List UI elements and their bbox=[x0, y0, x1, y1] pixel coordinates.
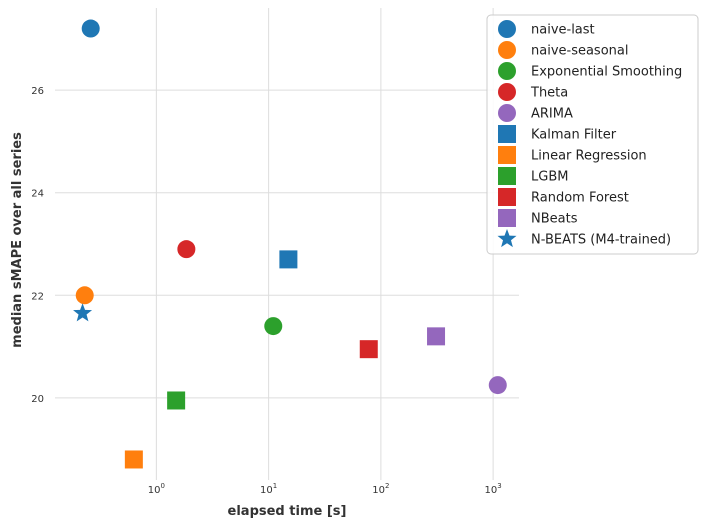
legend-entry: NBeats bbox=[531, 212, 578, 227]
x-tick-labels: 100 101 102 103 bbox=[148, 482, 502, 496]
legend-marker bbox=[498, 188, 516, 206]
data-point bbox=[488, 376, 507, 395]
y-tick-labels: 20 22 24 26 bbox=[31, 86, 44, 405]
data-point bbox=[177, 240, 196, 259]
data-point bbox=[359, 340, 378, 359]
data-point bbox=[73, 303, 93, 322]
x-axis-label: elapsed time [s] bbox=[228, 504, 347, 519]
legend-entry: Exponential Smoothing bbox=[531, 65, 682, 80]
data-point bbox=[75, 286, 94, 305]
data-point bbox=[264, 317, 283, 336]
legend-marker bbox=[498, 104, 516, 122]
legend-entry: Random Forest bbox=[531, 191, 629, 206]
data-point bbox=[427, 327, 446, 346]
legend-marker bbox=[498, 209, 516, 227]
legend-marker bbox=[498, 83, 516, 101]
x-tick-label: 101 bbox=[260, 482, 277, 496]
legend-marker bbox=[497, 229, 517, 248]
legend-frame bbox=[486, 14, 699, 255]
legend-entry: Kalman Filter bbox=[531, 128, 617, 143]
legend-marker bbox=[498, 41, 516, 59]
data-point bbox=[167, 391, 186, 410]
y-tick-label: 22 bbox=[31, 291, 44, 302]
legend-entry: naive-seasonal bbox=[531, 44, 628, 59]
legend-entry: LGBM bbox=[531, 170, 568, 185]
y-tick-label: 24 bbox=[31, 189, 44, 200]
legend-marker bbox=[498, 167, 516, 185]
legend-marker bbox=[498, 146, 516, 164]
data-point bbox=[124, 450, 143, 469]
legend-entry: Theta bbox=[530, 86, 568, 101]
legend-entry: naive-last bbox=[531, 23, 595, 38]
y-tick-label: 26 bbox=[31, 86, 44, 97]
legend-marker bbox=[498, 125, 516, 143]
legend-entry: Linear Regression bbox=[531, 149, 647, 164]
grid-layer bbox=[55, 8, 519, 480]
x-tick-label: 103 bbox=[485, 482, 502, 496]
legend-entry: ARIMA bbox=[531, 107, 573, 122]
data-points bbox=[73, 19, 507, 469]
legend-entry: N-BEATS (M4-trained) bbox=[531, 233, 671, 248]
x-tick-label: 102 bbox=[372, 482, 389, 496]
legend-marker bbox=[498, 62, 516, 80]
y-axis-label: median sMAPE over all series bbox=[10, 132, 25, 348]
y-tick-label: 20 bbox=[31, 394, 44, 405]
data-point bbox=[81, 19, 100, 38]
x-tick-label: 100 bbox=[148, 482, 165, 496]
legend-marker bbox=[498, 20, 516, 38]
data-point bbox=[279, 250, 298, 269]
legend: naive-last naive-seasonal Exponential Smoo… bbox=[486, 14, 699, 255]
